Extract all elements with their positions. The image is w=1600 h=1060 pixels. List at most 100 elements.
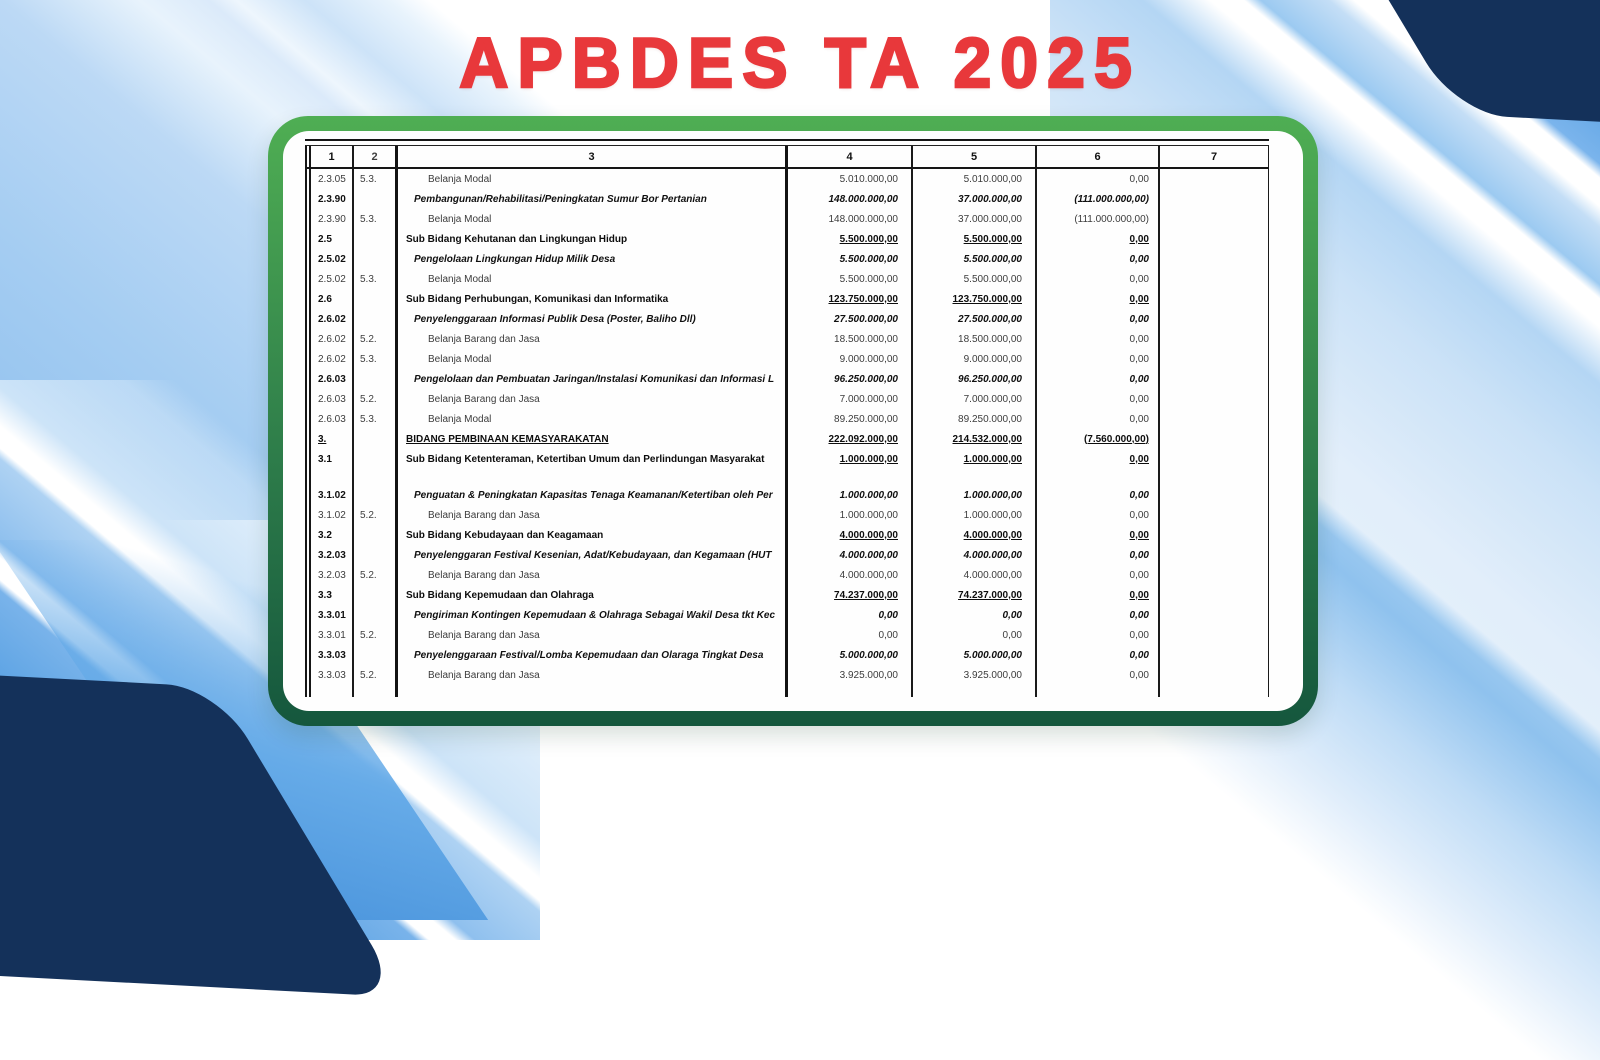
anggaran-cell: 123.750.000,00 [785,289,911,309]
account-cell [352,429,395,449]
anggaran-cell: 5.010.000,00 [785,169,911,189]
code-cell: 2.3.05 [305,169,352,189]
selisih-cell: 0,00 [1035,605,1158,625]
selisih-cell: 0,00 [1035,545,1158,565]
table-row: 2.6.02 5.3. Belanja Modal 9.000.000,00 9.000… [305,349,1269,369]
code-cell: 3.2 [305,525,352,545]
code-cell: 3.1 [305,449,352,469]
col7-cell [1158,469,1269,485]
table-row: 2.3.05 5.3. Belanja Modal 5.010.000,00 5.010… [305,169,1269,189]
account-cell: 5.3. [352,209,395,229]
account-cell [352,249,395,269]
anggaran-cell: 5.500.000,00 [785,269,911,289]
account-cell: 5.2. [352,505,395,525]
realisasi-cell: 27.500.000,00 [911,309,1035,329]
table-row: 3.1.02 Penguatan & Peningkatan Kapasitas … [305,485,1269,505]
code-cell: 2.5.02 [305,269,352,289]
code-cell: 3.3.03 [305,665,352,685]
table-row: 2.6.02 5.2. Belanja Barang dan Jasa 18.500.… [305,329,1269,349]
anggaran-cell: 5.500.000,00 [785,229,911,249]
selisih-cell: 0,00 [1035,369,1158,389]
anggaran-cell: 1.000.000,00 [785,485,911,505]
description-cell: Belanja Modal [395,169,785,189]
description-cell: Sub Bidang Kehutanan dan Lingkungan Hidu… [395,229,785,249]
code-cell: 2.3.90 [305,189,352,209]
anggaran-cell: 148.000.000,00 [785,189,911,209]
realisasi-cell [911,685,1035,697]
account-cell: 5.3. [352,409,395,429]
anggaran-cell: 9.000.000,00 [785,349,911,369]
realisasi-cell: 4.000.000,00 [911,525,1035,545]
table-row: 2.6.03 Pengelolaan dan Pembuatan Jaringan… [305,369,1269,389]
description-cell: Belanja Barang dan Jasa [395,329,785,349]
realisasi-cell: 5.000.000,00 [911,645,1035,665]
realisasi-cell: 0,00 [911,605,1035,625]
description-cell: Belanja Barang dan Jasa [395,389,785,409]
code-cell: 3.3.01 [305,605,352,625]
description-cell: Penguatan & Peningkatan Kapasitas Tenaga… [395,485,785,505]
account-cell [352,685,395,697]
col7-cell [1158,209,1269,229]
selisih-cell: 0,00 [1035,349,1158,369]
table-top-rule [305,139,1269,141]
realisasi-cell: 7.000.000,00 [911,389,1035,409]
selisih-cell: 0,00 [1035,389,1158,409]
account-cell [352,309,395,329]
table-row: 2.6.02 Penyelenggaraan Informasi Publik D… [305,309,1269,329]
account-cell: 5.2. [352,329,395,349]
table-body: 2.3.05 5.3. Belanja Modal 5.010.000,00 5.010… [305,169,1269,697]
realisasi-cell: 18.500.000,00 [911,329,1035,349]
code-cell: 2.6.03 [305,409,352,429]
anggaran-cell: 0,00 [785,605,911,625]
code-cell: 3.1.02 [305,485,352,505]
account-cell: 5.2. [352,565,395,585]
description-cell: Pengelolaan Lingkungan Hidup Milik Desa [395,249,785,269]
realisasi-cell: 5.500.000,00 [911,269,1035,289]
anggaran-cell: 5.500.000,00 [785,249,911,269]
realisasi-cell: 123.750.000,00 [911,289,1035,309]
account-cell: 5.3. [352,349,395,369]
table-row: 3.3.01 Pengiriman Kontingen Kepemudaan & … [305,605,1269,625]
selisih-cell: 0,00 [1035,249,1158,269]
header-cell: 5 [911,146,1035,167]
realisasi-cell: 96.250.000,00 [911,369,1035,389]
anggaran-cell [785,469,911,485]
code-cell: 3.1.02 [305,505,352,525]
code-cell: 2.6.02 [305,309,352,329]
selisih-cell: 0,00 [1035,565,1158,585]
description-cell: Penyelenggaran Festival Kesenian, Adat/K… [395,545,785,565]
selisih-cell: 0,00 [1035,329,1158,349]
code-cell: 2.6 [305,289,352,309]
description-cell: Penyelenggaraan Festival/Lomba Kepemudaa… [395,645,785,665]
description-cell: Belanja Modal [395,409,785,429]
col7-cell [1158,449,1269,469]
anggaran-cell: 1.000.000,00 [785,449,911,469]
anggaran-cell: 5.000.000,00 [785,645,911,665]
selisih-cell: 0,00 [1035,169,1158,189]
account-cell [352,645,395,665]
table-row: 3.3.03 5.2. Belanja Barang dan Jasa 3.925.0… [305,665,1269,685]
col7-cell [1158,505,1269,525]
code-cell: 2.5.02 [305,249,352,269]
code-cell: 3.3.03 [305,645,352,665]
header-cell: 6 [1035,146,1158,167]
code-cell: 3.2.03 [305,545,352,565]
table-row: 3.1 Sub Bidang Ketenteraman, Ketertiban U… [305,449,1269,469]
realisasi-cell: 1.000.000,00 [911,449,1035,469]
header-cell: 3 [395,146,785,167]
selisih-cell: 0,00 [1035,409,1158,429]
selisih-cell: 0,00 [1035,665,1158,685]
selisih-cell: 0,00 [1035,525,1158,545]
realisasi-cell [911,469,1035,485]
table-row: 2.5 Sub Bidang Kehutanan dan Lingkungan H… [305,229,1269,249]
code-cell: 2.6.03 [305,389,352,409]
code-cell: 2.3.90 [305,209,352,229]
realisasi-cell: 5.010.000,00 [911,169,1035,189]
col7-cell [1158,565,1269,585]
account-cell: 5.2. [352,389,395,409]
code-cell: 2.6.02 [305,329,352,349]
account-cell [352,369,395,389]
selisih-cell: 0,00 [1035,449,1158,469]
